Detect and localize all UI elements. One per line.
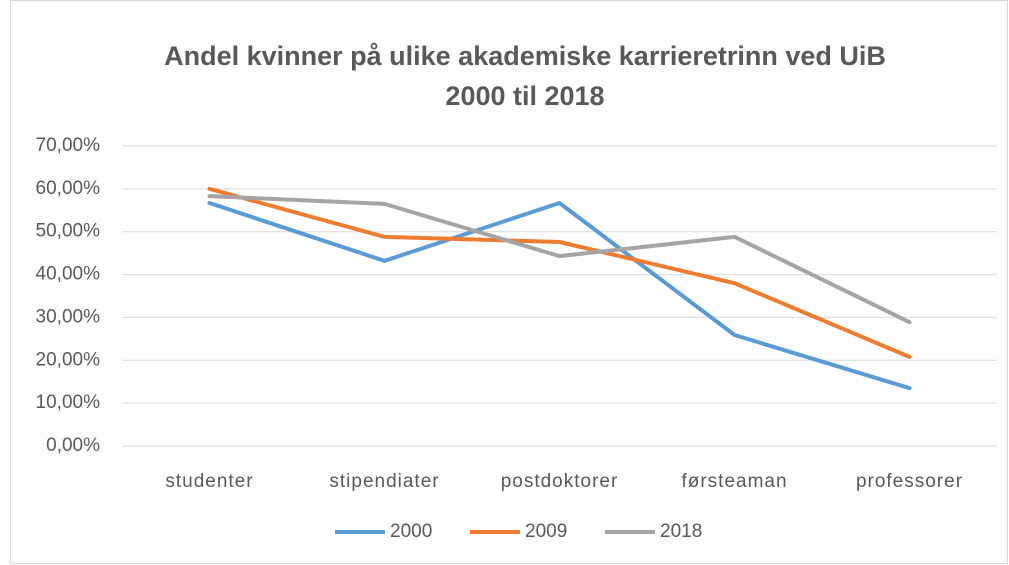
y-tick-label: 50,00% [36,221,101,242]
x-tick-label: stipendiater [329,471,439,492]
x-tick-label: professorer [856,471,963,492]
series-line [207,186,912,359]
x-tick-label: førsteaman [681,471,787,492]
x-tick-label: studenter [165,471,253,492]
y-tick-label: 10,00% [36,392,101,413]
series-line [207,194,912,325]
chart-title: 2000 til 2018 [445,81,604,111]
legend-label: 2000 [390,521,432,542]
y-tick-label: 20,00% [36,349,101,370]
y-tick-label: 30,00% [36,306,101,327]
chart-title: Andel kvinner på ulike akademiske karrie… [164,41,886,71]
x-tick-label: postdoktorer [501,471,619,492]
y-tick-label: 70,00% [36,135,101,156]
legend-label: 2009 [525,521,567,542]
chart-frame [10,0,1008,564]
y-tick-label: 60,00% [36,178,101,199]
legend-label: 2018 [660,521,702,542]
series-line [207,201,912,391]
y-tick-label: 40,00% [36,264,101,285]
y-tick-label: 0,00% [46,435,100,456]
